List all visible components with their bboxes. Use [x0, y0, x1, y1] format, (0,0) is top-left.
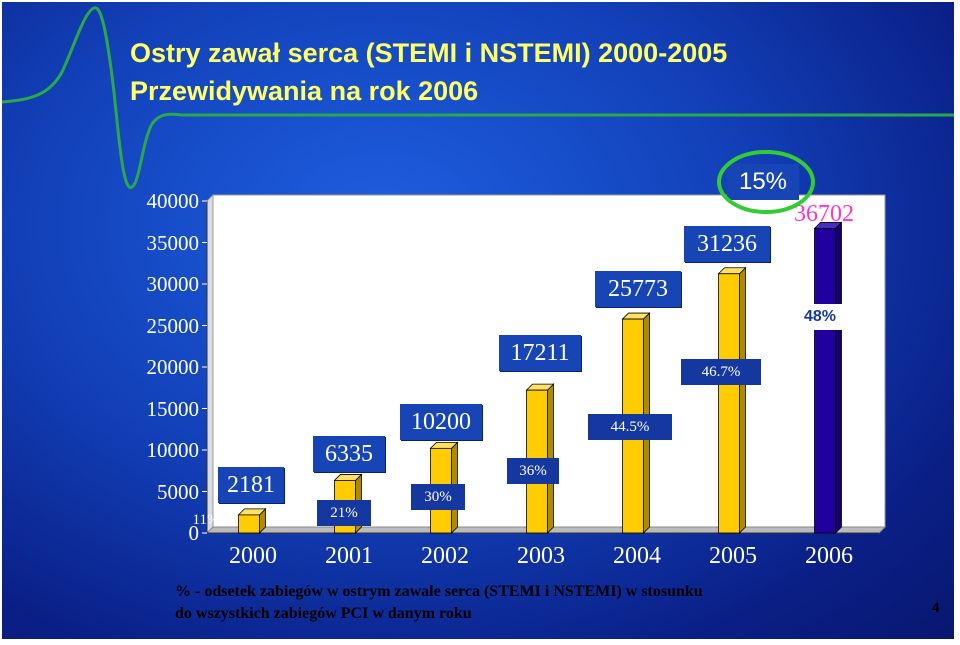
x-tick-label: 2001	[325, 543, 373, 569]
y-tick-label: 15000	[146, 396, 200, 421]
y-tick-label: 20000	[146, 355, 200, 379]
x-tick-label: 2003	[517, 543, 565, 569]
slide: Ostry zawał serca (STEMI i NSTEMI) 2000-…	[2, 2, 954, 639]
x-tick-label: 2004	[613, 543, 661, 569]
y-tick-label: 30000	[146, 272, 200, 296]
y-tick-label: 35000	[146, 230, 200, 255]
y-tick-label: 25000	[146, 313, 200, 338]
value-label: 31236	[684, 226, 770, 262]
percent-label: 48%	[782, 304, 858, 330]
value-label: 10200	[400, 404, 482, 440]
percent-label: 30%	[411, 484, 465, 510]
plot-side-wall	[206, 193, 214, 535]
y-tick-label: 0	[188, 521, 200, 545]
value-label: 25773	[595, 271, 681, 307]
footnote-line-2: do wszystkich zabiegów PCI w danym roku	[175, 605, 472, 622]
percent-label: 46.7%	[681, 359, 761, 385]
bar	[238, 514, 260, 534]
value-label: 2181	[218, 467, 284, 503]
highlight-label: 15%	[727, 164, 799, 200]
percent-label: 11%	[192, 512, 220, 528]
percent-label: 21%	[317, 500, 371, 526]
ecg-wave-decoration	[2, 6, 954, 189]
bar-side	[739, 266, 746, 534]
bar	[718, 273, 740, 534]
percent-label: 36%	[507, 458, 559, 484]
value-label: 17211	[499, 335, 581, 371]
x-tick-label: 2000	[229, 543, 277, 569]
y-tick-label: 40000	[146, 189, 200, 213]
bar	[814, 227, 836, 534]
x-tick-label: 2002	[421, 543, 469, 569]
title-line-1: Ostry zawał serca (STEMI i NSTEMI) 2000-…	[130, 38, 728, 68]
title-line-2: Przewidywania na rok 2006	[130, 76, 479, 106]
percent-label: 44.5%	[588, 414, 672, 440]
x-tick-label: 2005	[709, 543, 757, 569]
page-number: 4	[932, 600, 940, 616]
value-label: 36702	[794, 201, 854, 227]
value-label: 6335	[313, 436, 385, 472]
y-tick-label: 10000	[146, 438, 200, 462]
bar-side	[835, 221, 842, 534]
y-tick-label: 5000	[157, 479, 199, 504]
x-tick-label: 2006	[805, 543, 853, 569]
footnote-line-1: % - odsetek zabiegów w ostrym zawale ser…	[175, 583, 703, 600]
